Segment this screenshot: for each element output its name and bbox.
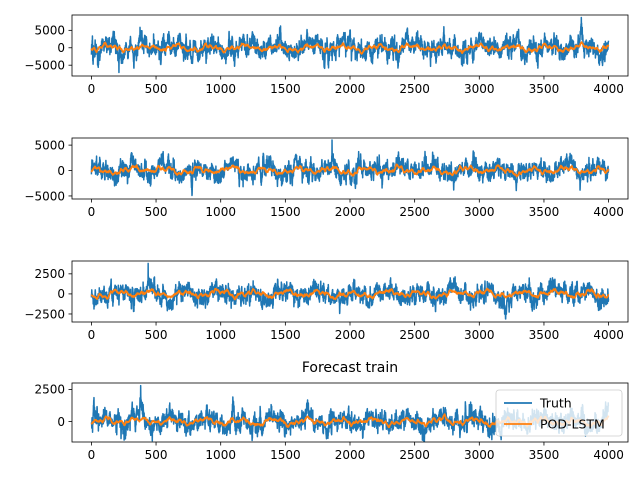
x-tick-label: 500 xyxy=(145,82,168,96)
legend-label: POD-LSTM xyxy=(540,417,605,432)
x-tick-label: 2500 xyxy=(399,448,430,462)
x-tick-label: 1000 xyxy=(205,448,236,462)
x-tick-label: 2500 xyxy=(399,328,430,342)
plot-lines xyxy=(90,139,610,197)
x-tick-label: 1000 xyxy=(205,205,236,219)
x-tick-label: 3000 xyxy=(464,82,495,96)
x-tick-label: 1500 xyxy=(270,82,301,96)
chart-title: Forecast train xyxy=(302,360,398,376)
x-tick-label: 3500 xyxy=(529,448,560,462)
y-tick-label: 0 xyxy=(57,41,65,55)
x-tick-label: 1500 xyxy=(270,205,301,219)
subplot-2: 0 500 1000 1500 2000 2500 3000 3500 4000 5000 0 −50… xyxy=(24,137,629,219)
y-tick-label: 2500 xyxy=(34,383,65,397)
y-tick-label: 2500 xyxy=(34,267,65,281)
x-tick-label: 4000 xyxy=(593,448,624,462)
x-tick-label: 0 xyxy=(88,448,96,462)
x-tick-label: 500 xyxy=(145,328,168,342)
x-tick-label: 3000 xyxy=(464,205,495,219)
y-tick-label: 0 xyxy=(57,287,65,301)
y-tick-label: −5000 xyxy=(24,58,65,72)
y-tick-label: 5000 xyxy=(34,138,65,152)
subplots: 0 500 1000 1500 2000 2500 3000 3500 400050000−50… xyxy=(24,14,629,462)
x-tick-label: 2500 xyxy=(399,82,430,96)
legend: Truth POD-LSTM xyxy=(495,389,623,437)
x-tick-label: 4000 xyxy=(593,205,624,219)
plot-lines xyxy=(90,16,610,74)
x-tick-label: 0 xyxy=(88,328,96,342)
x-tick-label: 3000 xyxy=(464,328,495,342)
plot-lines xyxy=(90,262,610,320)
y-tick-label: 5000 xyxy=(34,24,65,38)
x-tick-label: 4000 xyxy=(593,328,624,342)
y-tick-label: 0 xyxy=(57,164,65,178)
x-tick-label: 2000 xyxy=(335,328,366,342)
subplot-4: 0 500 1000 1500 2000 2500 3000 3500 4000 2500 0 For… xyxy=(34,360,629,462)
series-pod-lstm-line xyxy=(90,41,610,55)
x-tick-label: 0 xyxy=(88,82,96,96)
x-tick-label: 1000 xyxy=(205,82,236,96)
y-tick-label: −5000 xyxy=(24,189,65,203)
x-tick-label: 2500 xyxy=(399,205,430,219)
x-tick-label: 2000 xyxy=(335,82,366,96)
x-tick-label: 500 xyxy=(145,448,168,462)
x-tick-label: 500 xyxy=(145,205,168,219)
x-tick-label: 4000 xyxy=(593,82,624,96)
x-tick-label: 3000 xyxy=(464,448,495,462)
subplot-3: 0 500 1000 1500 2000 2500 3000 3500 4000 2500 0 −25… xyxy=(24,260,629,342)
y-tick-label: −2500 xyxy=(24,307,65,321)
y-tick-label: 0 xyxy=(57,415,65,429)
x-tick-label: 3500 xyxy=(529,205,560,219)
series-pod-lstm-line xyxy=(90,287,610,301)
x-tick-label: 0 xyxy=(88,205,96,219)
x-tick-label: 1500 xyxy=(270,448,301,462)
x-tick-label: 1500 xyxy=(270,328,301,342)
x-tick-label: 2000 xyxy=(335,448,366,462)
x-tick-label: 1000 xyxy=(205,328,236,342)
subplot-1: 0 500 1000 1500 2000 2500 3000 3500 4000 5000 0 −50… xyxy=(24,14,629,96)
x-tick-label: 3500 xyxy=(529,328,560,342)
series-pod-lstm-line xyxy=(90,163,610,178)
x-tick-label: 2000 xyxy=(335,205,366,219)
x-tick-label: 3500 xyxy=(529,82,560,96)
legend-label: Truth xyxy=(539,396,572,411)
